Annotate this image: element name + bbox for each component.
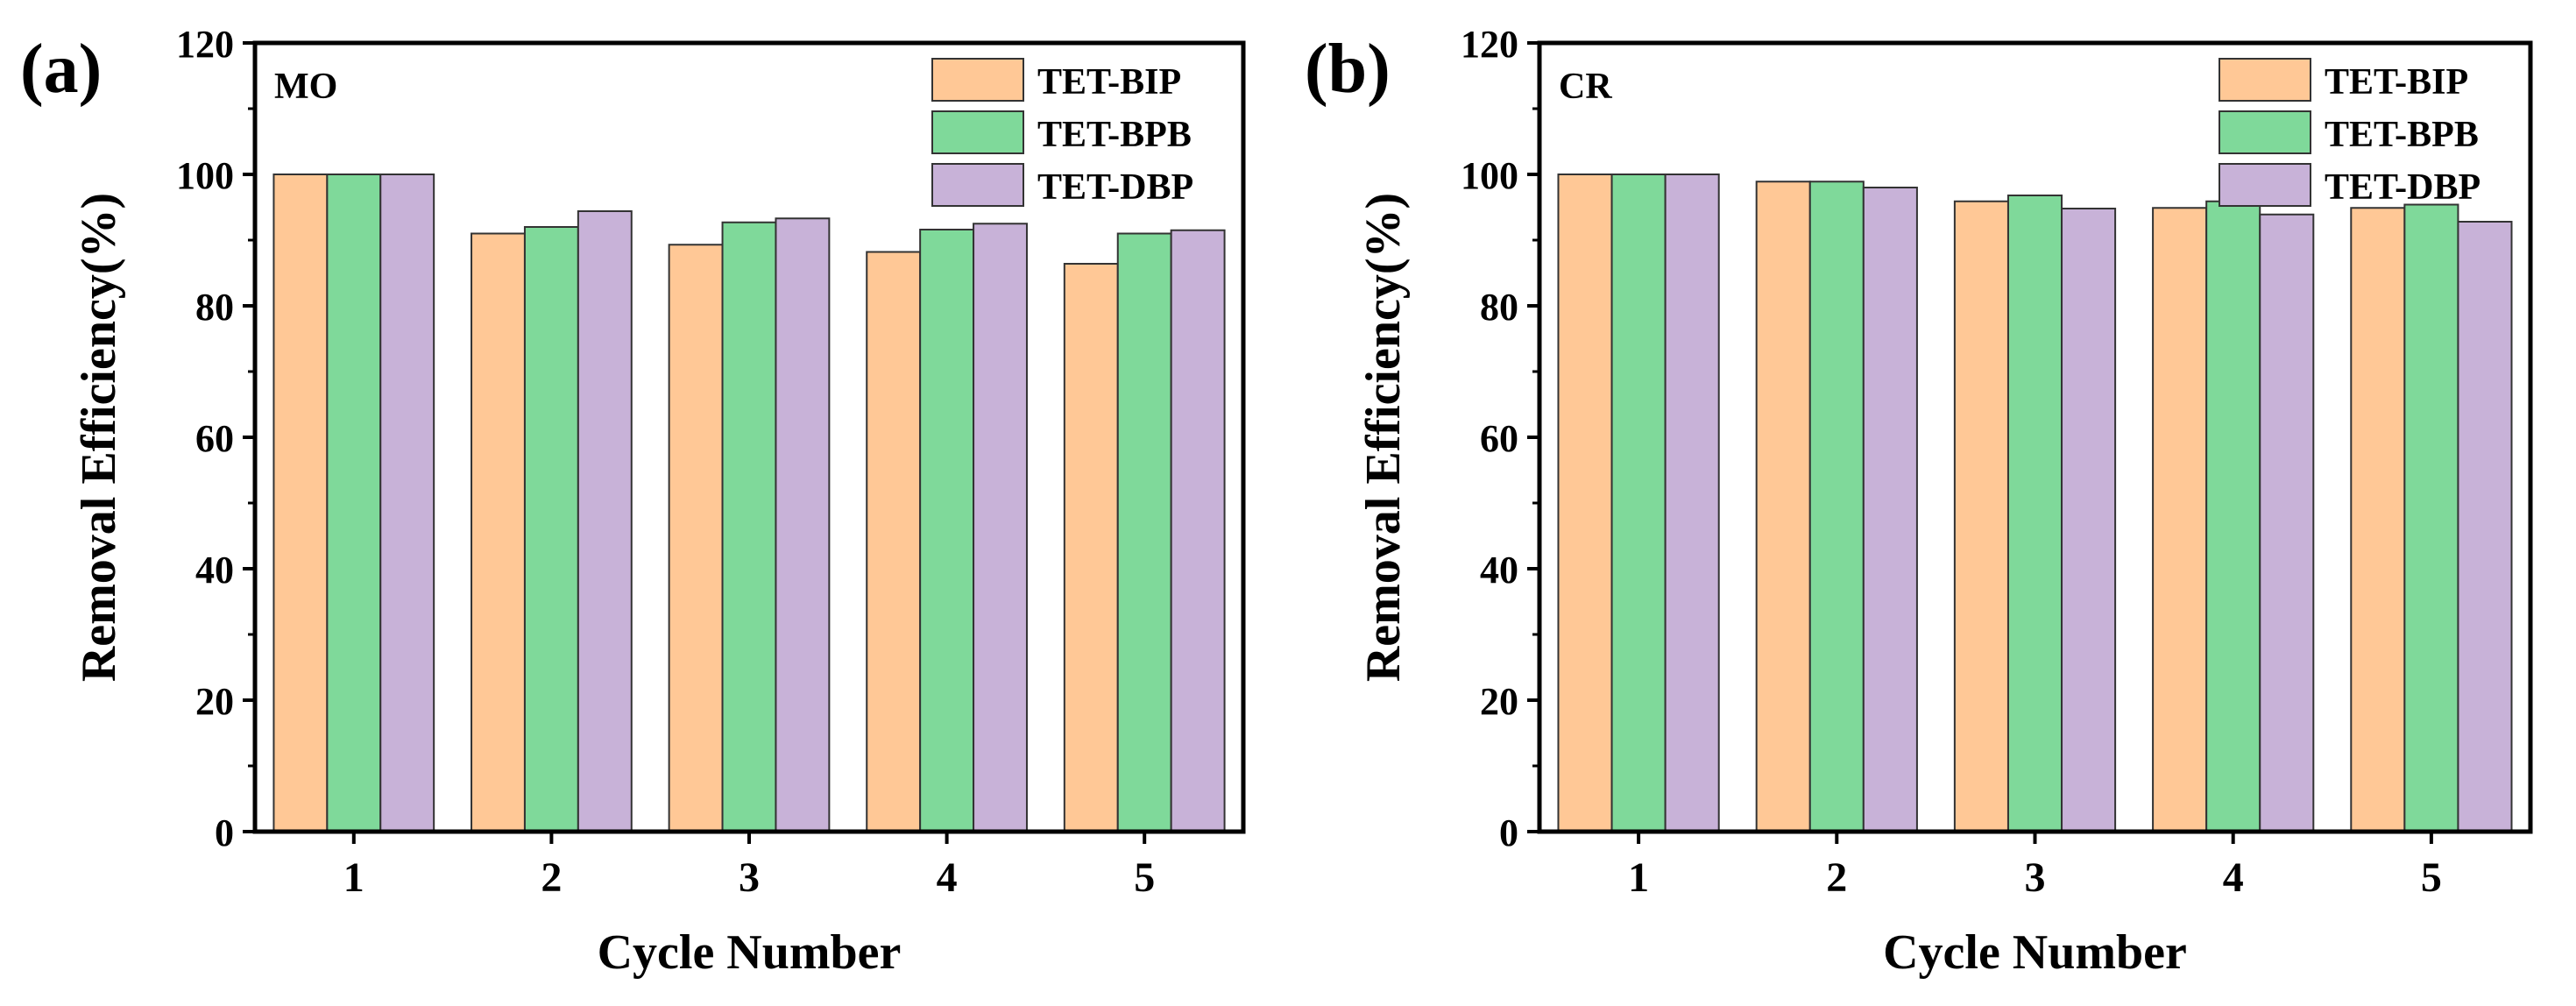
- y-tick-label: 120: [176, 23, 234, 66]
- legend-label: TET-BPB: [1037, 115, 1192, 155]
- y-tick-label: 0: [1499, 811, 1518, 854]
- legend-swatch-tet-bip: [931, 58, 1024, 102]
- y-tick-label: 100: [176, 154, 234, 197]
- bar-tet-bpb-cycle-2: [1808, 181, 1865, 832]
- bar-tet-dbp-cycle-4: [2259, 213, 2315, 832]
- bar-tet-bip-cycle-4: [866, 251, 922, 832]
- bar-tet-dbp-cycle-3: [775, 217, 831, 832]
- bar-tet-bpb-cycle-5: [2403, 203, 2459, 832]
- bar-tet-dbp-cycle-1: [379, 174, 435, 832]
- bar-tet-bpb-cycle-2: [523, 226, 579, 832]
- y-tick-label: 60: [195, 417, 234, 460]
- y-tick-label: 20: [1480, 680, 1518, 723]
- bar-tet-bpb-cycle-1: [1610, 174, 1667, 832]
- y-tick-label: 80: [1480, 286, 1518, 329]
- bar-tet-bpb-cycle-3: [2006, 195, 2063, 832]
- y-tick-label: 0: [215, 811, 234, 854]
- legend-swatch-tet-bpb: [931, 110, 1024, 154]
- y-axis-label: Removal Efficiency(%): [1356, 193, 1411, 682]
- legend-label: TET-BIP: [1037, 62, 1181, 103]
- y-tick-label: 120: [1461, 23, 1518, 66]
- bar-tet-bpb-cycle-3: [721, 221, 777, 832]
- legend-label: TET-DBP: [1037, 167, 1193, 208]
- x-tick-label: 2: [541, 854, 562, 901]
- x-tick-label: 3: [2025, 854, 2046, 901]
- bar-tet-bpb-cycle-1: [326, 174, 382, 832]
- x-tick-label: 4: [937, 854, 958, 901]
- x-tick-label: 1: [343, 854, 364, 901]
- y-tick-label: 60: [1480, 417, 1518, 460]
- legend-swatch-tet-dbp: [931, 163, 1024, 207]
- legend-swatch-tet-bpb: [2219, 110, 2311, 154]
- bar-tet-bpb-cycle-4: [919, 229, 975, 832]
- panel-1: 1 2 3 4 5 0 20 40 60 80 100 120 Cycle Number Removal …: [1305, 23, 2533, 980]
- y-axis-label: Removal Efficiency(%): [72, 193, 126, 682]
- bar-tet-dbp-cycle-4: [973, 223, 1028, 832]
- bar-tet-dbp-cycle-5: [2457, 221, 2513, 832]
- legend-label: TET-DBP: [2325, 167, 2480, 208]
- bar-tet-bip-cycle-2: [1755, 181, 1811, 832]
- bar-tet-bip-cycle-1: [1557, 174, 1613, 832]
- y-tick-label: 80: [195, 286, 234, 329]
- bar-tet-bip-cycle-4: [2152, 207, 2208, 832]
- panel-label: (b): [1305, 31, 1391, 108]
- x-tick-label: 5: [1134, 854, 1155, 901]
- panel-label: (a): [20, 31, 102, 108]
- legend-swatch-tet-bip: [2219, 58, 2311, 102]
- bar-tet-bip-cycle-5: [2350, 207, 2406, 832]
- bar-tet-bip-cycle-1: [272, 174, 329, 832]
- x-tick-label: 3: [739, 854, 760, 901]
- x-tick-label: 5: [2421, 854, 2442, 901]
- bar-tet-dbp-cycle-2: [577, 210, 633, 832]
- legend-label: TET-BIP: [2325, 62, 2468, 103]
- y-tick-label: 40: [1480, 549, 1518, 592]
- bar-tet-bpb-cycle-5: [1116, 232, 1172, 832]
- panel-0: 1 2 3 4 5 0 20 40 60 80 100 120 Cycle Number Removal …: [20, 23, 1246, 980]
- dye-annotation: MO: [274, 67, 337, 107]
- y-tick-label: 40: [195, 549, 234, 592]
- y-tick-label: 20: [195, 680, 234, 723]
- bar-tet-bip-cycle-3: [668, 244, 724, 832]
- legend-label: TET-BPB: [2325, 115, 2479, 155]
- x-tick-label: 4: [2223, 854, 2244, 901]
- x-tick-label: 2: [1826, 854, 1847, 901]
- x-axis-label: Cycle Number: [598, 925, 902, 980]
- bar-tet-bpb-cycle-4: [2205, 200, 2261, 832]
- bar-tet-bip-cycle-2: [471, 232, 526, 832]
- bar-tet-bip-cycle-5: [1063, 263, 1119, 832]
- y-tick-label: 100: [1461, 154, 1518, 197]
- bar-tet-dbp-cycle-2: [1862, 187, 1918, 832]
- bar-tet-dbp-cycle-5: [1170, 229, 1226, 832]
- legend-swatch-tet-dbp: [2219, 163, 2311, 207]
- x-axis-label: Cycle Number: [1883, 925, 2187, 980]
- dye-annotation: CR: [1559, 67, 1612, 107]
- x-tick-label: 1: [1628, 854, 1649, 901]
- bar-tet-bip-cycle-3: [1953, 200, 2009, 832]
- bar-tet-dbp-cycle-3: [2061, 208, 2117, 832]
- bar-tet-dbp-cycle-1: [1664, 174, 1720, 832]
